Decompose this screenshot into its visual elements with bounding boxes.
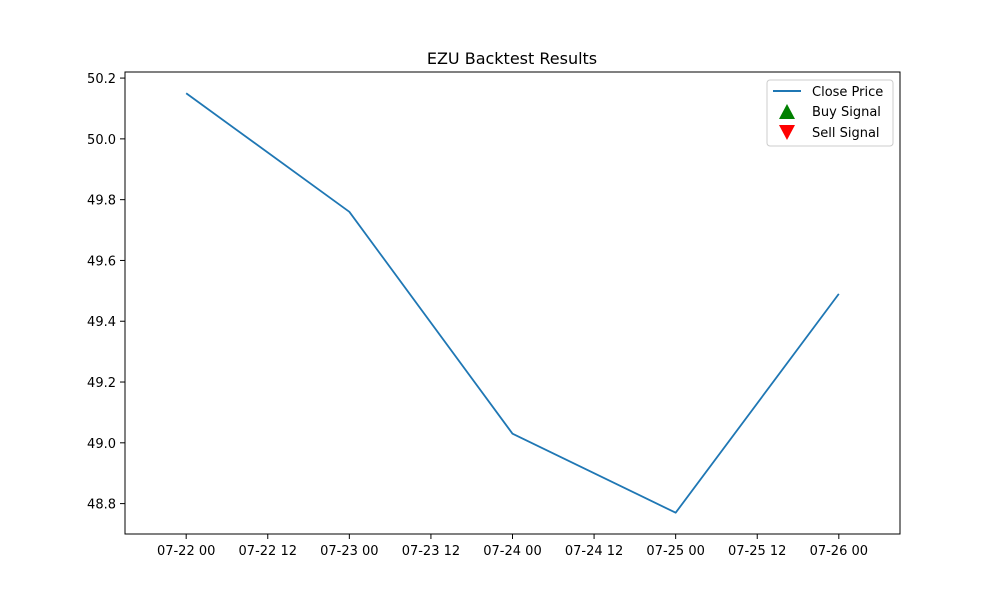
y-tick-label: 50.2 (87, 72, 116, 87)
y-tick-label: 49.6 (87, 254, 116, 269)
x-tick-label: 07-26 00 (810, 544, 868, 559)
triangle-up-icon (779, 104, 795, 119)
x-tick-label: 07-23 00 (320, 544, 378, 559)
y-tick-label: 49.2 (87, 376, 116, 391)
legend-entry-sell-signal: Sell Signal (779, 125, 880, 141)
series-line-close-price (185, 92, 840, 514)
y-tick-label: 49.0 (87, 437, 116, 452)
x-tick-label: 07-23 12 (402, 544, 460, 559)
x-tick-label: 07-24 12 (565, 544, 623, 559)
y-tick-label: 49.4 (87, 315, 116, 330)
x-tick-label: 07-25 12 (728, 544, 786, 559)
chart-title: EZU Backtest Results (427, 49, 597, 68)
legend-label-buy-signal: Buy Signal (812, 105, 881, 120)
legend-entry-close-price: Close Price (773, 85, 883, 100)
legend-label-close-price: Close Price (812, 85, 883, 100)
y-tick-label: 48.8 (87, 498, 116, 513)
plot-area: 07-22 00 07-22 12 07-23 00 07-23 12 07-24 00… (87, 71, 901, 559)
legend-entry-buy-signal: Buy Signal (779, 104, 881, 120)
legend-label-sell-signal: Sell Signal (812, 126, 880, 141)
legend: Close Price Buy Signal Sell Signal (766, 79, 894, 147)
y-tick-label: 50.0 (87, 133, 116, 148)
legend-frame (766, 79, 894, 147)
x-tick-label: 07-22 12 (239, 544, 297, 559)
x-tick-label: 07-24 00 (483, 544, 541, 559)
x-tick-label: 07-25 00 (646, 544, 704, 559)
x-tick-label: 07-22 00 (157, 544, 215, 559)
y-tick-label: 49.8 (87, 194, 116, 209)
triangle-down-icon (779, 125, 795, 140)
